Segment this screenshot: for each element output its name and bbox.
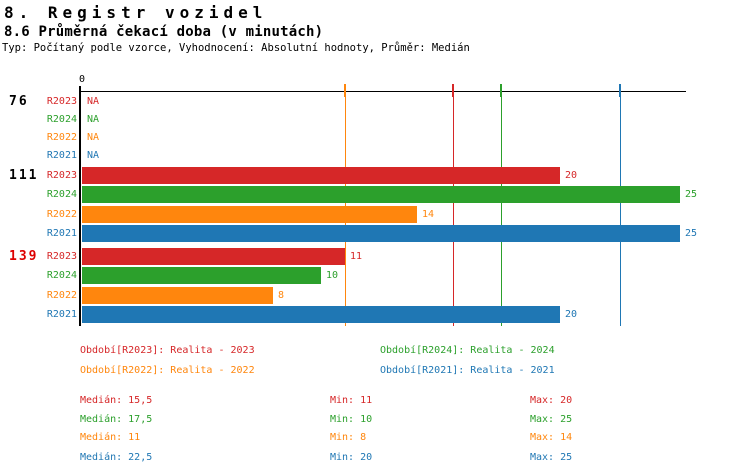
row-label-R2023: R2023	[46, 251, 77, 262]
row-label-R2024: R2024	[46, 270, 77, 281]
median-line-R2023	[453, 85, 454, 326]
bar-R2023	[82, 167, 560, 184]
bar-value-label: 10	[326, 270, 339, 281]
median-tick-R2023	[452, 84, 454, 97]
row-label-R2023: R2023	[46, 96, 77, 107]
bar-value-label: 11	[350, 251, 363, 262]
row-label-R2024: R2024	[46, 114, 77, 125]
median-tick-R2021	[619, 84, 621, 97]
bar-value-label: 8	[278, 290, 285, 301]
row-label-R2022: R2022	[46, 132, 77, 143]
stats-max-R2022: Max: 14	[530, 432, 573, 443]
na-value-label: NA	[87, 96, 100, 107]
row-label-R2021: R2021	[46, 150, 77, 161]
bar-R2024	[82, 267, 321, 284]
stats-min-R2024: Min: 10	[330, 413, 373, 425]
median-line-R2021	[620, 85, 621, 326]
x-axis-line	[79, 91, 686, 92]
group-label: 76	[9, 94, 29, 109]
axis-zero-label: 0	[78, 74, 86, 85]
stats-min-R2021: Min: 20	[330, 451, 373, 463]
median-line-R2022	[345, 85, 346, 326]
bar-R2022	[82, 287, 273, 304]
bar-R2021	[82, 306, 560, 323]
row-label-R2021: R2021	[46, 309, 77, 320]
page-title: 8. Registr vozidel	[4, 3, 268, 22]
legend-item-R2023: Období[R2023]: Realita - 2023	[80, 345, 255, 356]
bar-value-label: 20	[565, 309, 578, 320]
bar-R2024	[82, 186, 680, 203]
na-value-label: NA	[87, 150, 100, 161]
median-line-R2024	[501, 85, 502, 326]
bar-R2023	[82, 248, 345, 265]
group-label: 111	[9, 168, 39, 183]
stats-min-R2022: Min: 8	[330, 432, 367, 443]
stats-max-R2024: Max: 25	[530, 413, 573, 425]
stats-median-R2023: Medián: 15,5	[80, 395, 153, 406]
row-label-R2022: R2022	[46, 290, 77, 301]
legend-item-R2024: Období[R2024]: Realita - 2024	[380, 345, 555, 356]
chart-meta-line: Typ: Počítaný podle vzorce, Vyhodnocení:…	[2, 42, 470, 54]
group-label: 139	[9, 249, 39, 264]
bar-R2021	[82, 225, 680, 242]
stats-max-R2021: Max: 25	[530, 451, 573, 463]
bar-value-label: 20	[565, 170, 578, 181]
chart-subtitle: 8.6 Průměrná čekací doba (v minutách)	[4, 24, 324, 40]
median-tick-R2022	[344, 84, 346, 97]
stats-median-R2024: Medián: 17,5	[80, 413, 153, 425]
bar-R2022	[82, 206, 417, 223]
bar-value-label: 14	[422, 209, 435, 220]
bar-value-label: 25	[685, 228, 698, 239]
row-label-R2022: R2022	[46, 209, 77, 220]
y-axis-line	[79, 86, 81, 326]
legend-item-R2021: Období[R2021]: Realita - 2021	[380, 365, 555, 376]
stats-max-R2023: Max: 20	[530, 395, 573, 406]
row-label-R2021: R2021	[46, 228, 77, 239]
row-label-R2023: R2023	[46, 170, 77, 181]
bar-value-label: 25	[685, 189, 698, 200]
na-value-label: NA	[87, 132, 100, 143]
row-label-R2024: R2024	[46, 189, 77, 200]
stats-min-R2023: Min: 11	[330, 395, 373, 406]
na-value-label: NA	[87, 114, 100, 125]
stats-median-R2022: Medián: 11	[80, 432, 141, 443]
stats-median-R2021: Medián: 22,5	[80, 451, 153, 463]
bar-chart-plot: 0 76 R2023 NA R2024 NA R2022 NA R2021 NA 111 R2023 2…	[9, 74, 698, 326]
median-tick-R2024	[500, 84, 502, 97]
legend-item-R2022: Období[R2022]: Realita - 2022	[80, 365, 255, 376]
